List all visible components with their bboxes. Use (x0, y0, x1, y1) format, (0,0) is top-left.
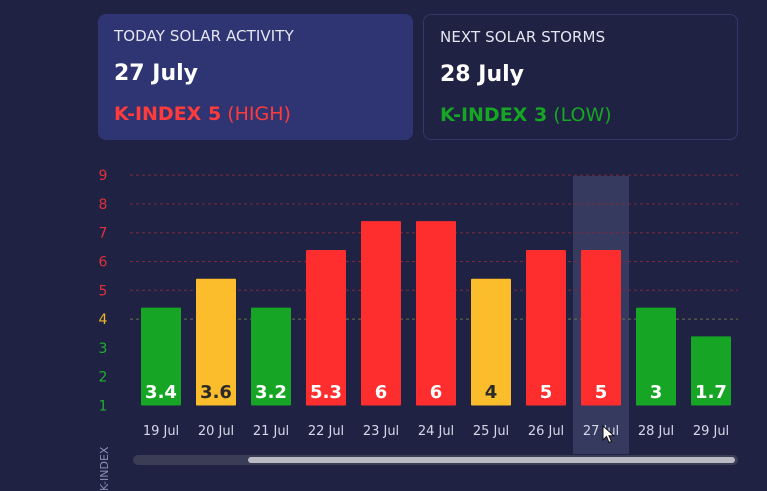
next-kindex: K-INDEX 3 (LOW) (440, 104, 612, 126)
bar-value-label: 3.2 (255, 382, 287, 403)
today-heading: TODAY SOLAR ACTIVITY (114, 27, 294, 45)
today-kindex-value: K-INDEX 5 (114, 103, 222, 125)
x-tick-label: 24 Jul (418, 424, 454, 439)
bar-value-label: 4 (485, 382, 498, 403)
bar-value-label: 5 (540, 382, 553, 403)
mouse-cursor-icon (602, 425, 616, 444)
today-activity-card: TODAY SOLAR ACTIVITY 27 July K-INDEX 5 (… (98, 14, 413, 140)
bar[interactable] (251, 307, 291, 406)
bar[interactable] (471, 278, 511, 406)
y-tick-label: 7 (99, 226, 108, 242)
x-tick-label: 19 Jul (143, 424, 179, 439)
today-date: 27 July (114, 61, 199, 86)
y-axis-title: K-INDEX (98, 446, 111, 491)
bar[interactable] (306, 249, 346, 406)
bar-value-label: 3.4 (145, 382, 177, 403)
bar-value-label: 5 (595, 382, 608, 403)
bar[interactable] (141, 307, 181, 406)
x-tick-label: 28 Jul (638, 424, 674, 439)
bar[interactable] (361, 221, 401, 406)
today-kindex-level: (HIGH) (227, 103, 291, 125)
y-tick-label: 3 (99, 341, 108, 357)
next-storms-card: NEXT SOLAR STORMS 28 July K-INDEX 3 (LOW… (423, 14, 738, 140)
next-kindex-level: (LOW) (553, 104, 612, 126)
next-heading: NEXT SOLAR STORMS (440, 28, 606, 46)
y-tick-label: 6 (99, 255, 108, 271)
x-tick-label: 23 Jul (363, 424, 399, 439)
bar[interactable] (636, 307, 676, 406)
y-tick-label: 8 (99, 197, 108, 213)
bar[interactable] (581, 249, 621, 406)
x-tick-label: 22 Jul (308, 424, 344, 439)
x-tick-label: 21 Jul (253, 424, 289, 439)
y-tick-label: 4 (99, 312, 108, 328)
bar-value-label: 3 (650, 382, 663, 403)
x-tick-label: 26 Jul (528, 424, 564, 439)
bar[interactable] (416, 221, 456, 406)
y-tick-label: 2 (99, 370, 108, 386)
bar-value-label: 5.3 (310, 382, 342, 403)
next-date: 28 July (440, 62, 525, 87)
bar[interactable] (526, 249, 566, 406)
next-kindex-value: K-INDEX 3 (440, 104, 548, 126)
bar-value-label: 1.7 (695, 382, 727, 403)
bar-value-label: 6 (375, 382, 388, 403)
y-tick-label: 1 (99, 399, 108, 415)
x-tick-label: 25 Jul (473, 424, 509, 439)
bar-value-label: 6 (430, 382, 443, 403)
today-kindex: K-INDEX 5 (HIGH) (114, 103, 291, 125)
x-tick-label: 29 Jul (693, 424, 729, 439)
bar[interactable] (196, 278, 236, 406)
x-tick-label: 20 Jul (198, 424, 234, 439)
bar-value-label: 3.6 (200, 382, 232, 403)
scrollbar-thumb[interactable] (248, 457, 735, 463)
y-tick-label: 9 (99, 168, 108, 184)
bar[interactable] (691, 336, 731, 406)
y-tick-label: 5 (99, 283, 108, 299)
